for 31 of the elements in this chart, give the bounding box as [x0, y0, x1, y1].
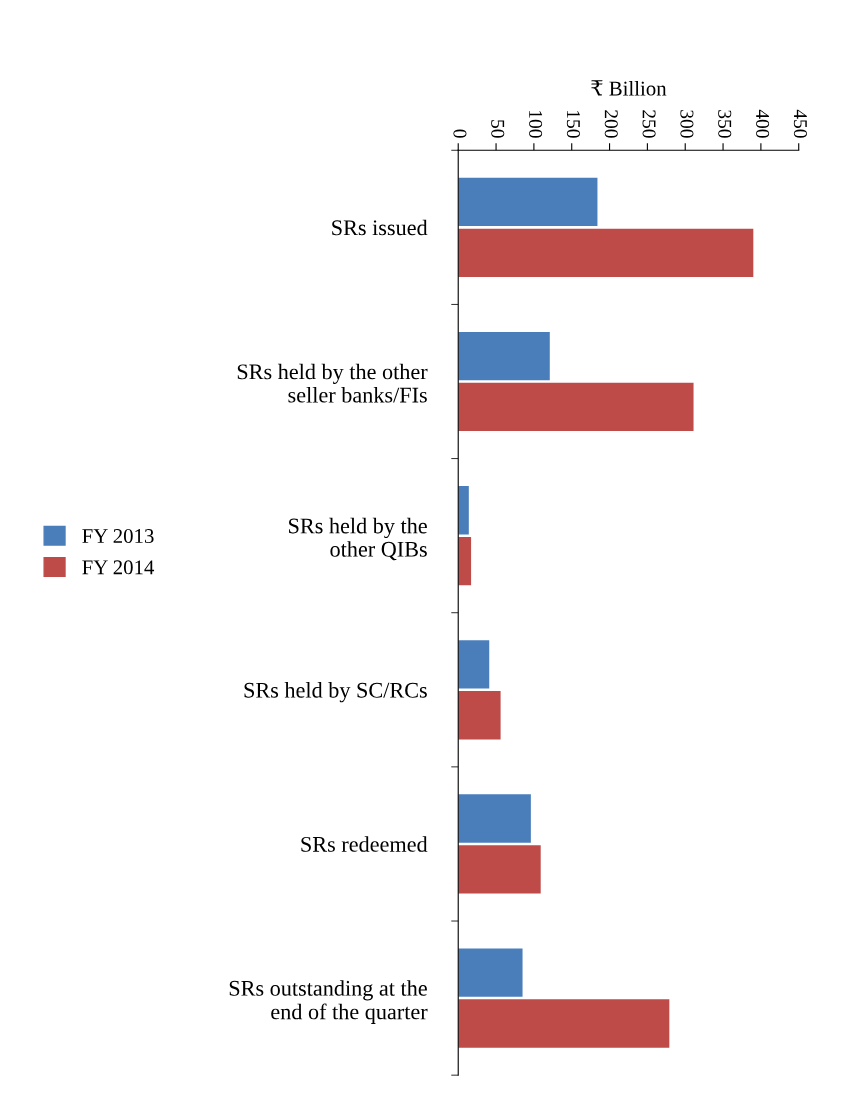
x-tick-label: 250	[642, 110, 656, 138]
x-tick-label: 150	[566, 111, 580, 138]
x-tick-label: 50	[491, 120, 505, 138]
bar	[458, 999, 670, 1048]
bar	[458, 382, 694, 432]
x-tick-label: 300	[680, 110, 694, 138]
y-tick-label: SRs held by the other seller banks/FIs	[237, 363, 428, 403]
bar	[458, 228, 754, 277]
bar	[458, 640, 490, 689]
x-tick-label: 350	[718, 110, 732, 138]
bar	[458, 331, 550, 381]
bar	[458, 845, 541, 894]
y-tick-label: SRs outstanding at the end of the quarter	[229, 980, 428, 1024]
x-tick-label: 400	[756, 109, 770, 138]
bar	[458, 794, 531, 843]
bar	[458, 536, 472, 586]
x-axis-title: ₹ Billion	[591, 80, 667, 96]
y-tick-label: SRs issued	[332, 219, 428, 236]
y-tick-label: SRs redeemed	[301, 836, 428, 852]
legend-label: FY 2014	[82, 560, 155, 575]
bar	[458, 177, 598, 227]
x-tick-label: 0	[453, 129, 467, 138]
y-tick-label: SRs held by the other QIBs	[289, 517, 427, 561]
x-tick-label: 200	[604, 110, 618, 138]
x-tick-label: 100	[529, 111, 543, 138]
y-tick-label: SRs held by SC/RCs	[244, 682, 427, 703]
legend-label: FY 2013	[82, 529, 154, 544]
x-tick-label: 450	[793, 109, 807, 138]
bar	[458, 486, 469, 535]
bar	[458, 691, 501, 740]
bar	[458, 948, 523, 997]
